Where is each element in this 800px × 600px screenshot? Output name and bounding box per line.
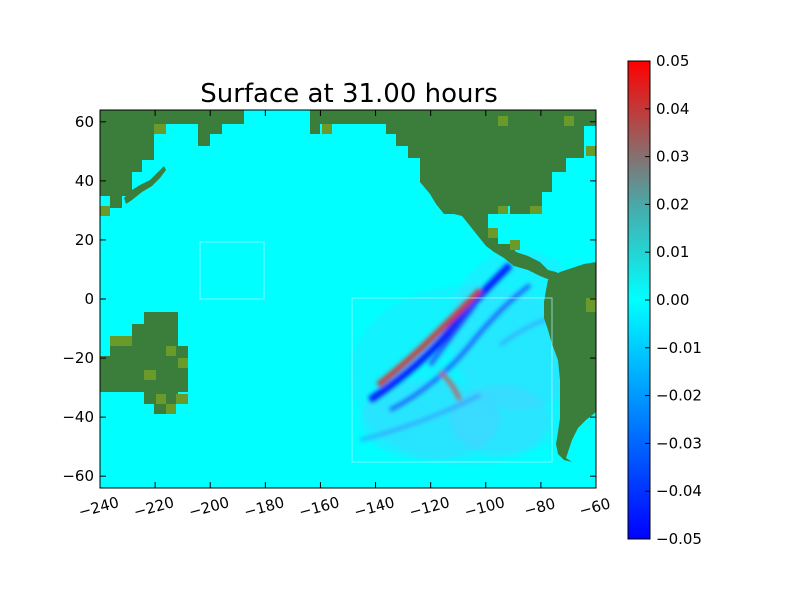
land-north-america — [310, 110, 596, 282]
wave-crest-trough-1 — [368, 262, 513, 403]
y-tick-label: 60 — [75, 113, 94, 131]
wave-crest-peak-1 — [376, 287, 483, 388]
x-tick-label: −180 — [242, 493, 286, 521]
x-tick-label: −100 — [462, 493, 506, 521]
x-tick-label: −160 — [297, 493, 341, 521]
chart-title: Surface at 31.00 hours — [200, 79, 498, 109]
wave-crest-peak-2 — [438, 370, 462, 401]
x-tick-label: −200 — [187, 493, 231, 521]
wave-crest-trough-3 — [428, 303, 477, 367]
land-south-america — [544, 262, 596, 462]
plot-area — [100, 110, 596, 488]
colorbar-tick-label: 0.01 — [656, 243, 689, 261]
wave-crest-trough-4 — [359, 393, 481, 442]
refinement-patches — [199, 241, 553, 463]
x-tick-label: −220 — [132, 493, 176, 521]
colorbar-tick-label: −0.04 — [656, 482, 702, 500]
colorbar-tick-label: 0.04 — [656, 100, 689, 118]
y-tick-label: −60 — [62, 467, 94, 485]
y-tick-label: 40 — [75, 172, 94, 190]
x-tick-label: −80 — [522, 494, 557, 520]
colorbar-tick-label: −0.02 — [656, 387, 702, 405]
y-tick-label: −20 — [62, 349, 94, 367]
land-japan — [124, 166, 166, 204]
y-tick-label: 20 — [75, 231, 94, 249]
colorbar-tick-label: −0.05 — [656, 530, 702, 548]
x-tick-label: −120 — [407, 493, 451, 521]
colorbar-tick-label: 0.00 — [656, 291, 689, 309]
land-asia — [100, 110, 244, 208]
y-axis-ticks: −60 −40 −20 0 20 40 60 — [62, 113, 596, 485]
colorbar-tick-label: 0.03 — [656, 148, 689, 166]
y-tick-label: 0 — [84, 290, 94, 308]
colorbar-tick-label: 0.02 — [656, 195, 689, 213]
x-tick-label: −60 — [577, 494, 612, 520]
colorbar-tick-label: −0.03 — [656, 434, 702, 452]
colorbar-ticks: 0.05 0.04 0.03 0.02 0.01 0.00 −0.01 −0.02 −0.03 −… — [645, 52, 702, 548]
colorbar-tick-label: 0.05 — [656, 52, 689, 70]
colorbar-tick-label: −0.01 — [656, 339, 702, 357]
land-masses — [100, 110, 596, 462]
x-tick-label: −140 — [352, 493, 396, 521]
wave-crest-trough-2 — [389, 283, 532, 412]
y-tick-label: −40 — [62, 408, 94, 426]
x-tick-label: −240 — [76, 493, 120, 521]
